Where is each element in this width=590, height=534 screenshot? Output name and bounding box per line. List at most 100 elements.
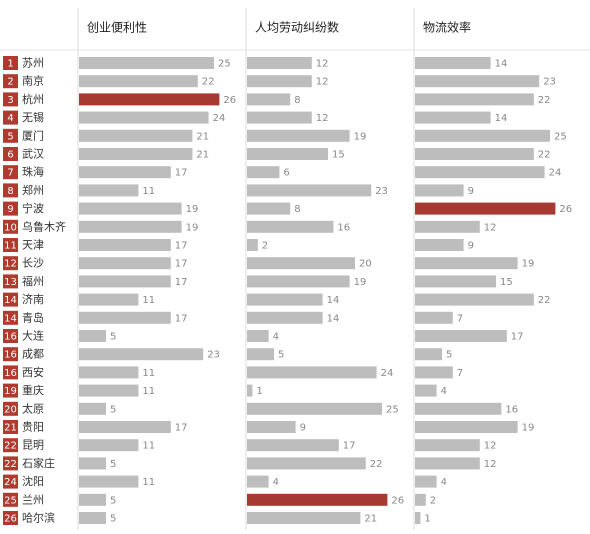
value-label: 14	[327, 295, 340, 306]
city: 济南	[22, 292, 44, 306]
value-label: 17	[511, 332, 524, 343]
rank: 7	[7, 168, 13, 179]
rank-box	[3, 310, 18, 325]
value-label: 12	[316, 59, 329, 70]
value-label: 12	[484, 441, 497, 452]
rank: 24	[4, 477, 17, 488]
value-label: 21	[196, 131, 209, 142]
bar	[79, 129, 193, 142]
value-label: 22	[202, 77, 215, 88]
rank: 14	[4, 313, 17, 324]
bar	[415, 311, 453, 324]
city: 无锡	[22, 110, 44, 124]
value-label: 2	[430, 495, 436, 506]
bar	[415, 257, 518, 270]
bar	[415, 148, 534, 160]
rank: 13	[4, 277, 17, 288]
value-label: 24	[213, 113, 226, 124]
value-label: 21	[196, 150, 209, 161]
rank-box	[3, 474, 18, 489]
bar	[247, 311, 323, 324]
rank-box	[3, 456, 18, 471]
bar	[415, 457, 480, 470]
bar	[79, 512, 106, 524]
value-label: 5	[110, 404, 116, 415]
value-label: 22	[538, 150, 551, 161]
value-label: 12	[484, 222, 497, 233]
rank: 12	[4, 259, 17, 270]
bar	[79, 148, 193, 160]
bar	[415, 275, 496, 288]
value-label: 19	[354, 277, 367, 288]
bar	[247, 275, 350, 288]
value-label: 12	[484, 459, 497, 470]
bar	[415, 421, 518, 433]
city: 南京	[22, 74, 44, 88]
bar	[415, 439, 480, 452]
value-label: 14	[495, 113, 508, 124]
rank-box	[3, 420, 18, 434]
bar	[247, 148, 328, 160]
bar	[415, 293, 534, 306]
rank-box	[3, 238, 18, 252]
value-label: 19	[522, 259, 535, 270]
value-label: 20	[359, 259, 372, 270]
bar	[415, 202, 556, 215]
value-label: 26	[223, 95, 236, 106]
bar	[415, 330, 507, 342]
bar	[247, 402, 382, 415]
bar	[415, 348, 442, 361]
value-label: 17	[343, 441, 356, 452]
rank-box	[3, 438, 18, 453]
rank-box	[3, 401, 18, 416]
bar	[247, 457, 366, 470]
value-label: 8	[294, 95, 300, 106]
rank: 8	[7, 186, 13, 197]
city: 珠海	[22, 165, 44, 179]
value-label: 23	[207, 350, 220, 361]
value-label: 9	[300, 423, 306, 434]
value-label: 19	[522, 423, 535, 434]
value-label: 5	[446, 350, 452, 361]
city: 天津	[22, 239, 44, 252]
value-label: 14	[495, 59, 508, 70]
rank: 16	[4, 350, 17, 361]
value-label: 24	[549, 168, 562, 179]
city: 兰州	[22, 493, 44, 506]
value-label: 24	[381, 368, 394, 379]
value-label: 5	[110, 459, 116, 470]
city: 西安	[22, 365, 44, 379]
bar	[79, 402, 106, 415]
value-label: 5	[110, 514, 116, 525]
rank-box	[3, 274, 18, 289]
bar	[247, 257, 355, 270]
value-label: 25	[554, 131, 567, 142]
city: 苏州	[22, 57, 44, 70]
rank: 6	[7, 150, 13, 161]
column-header: 物流效率	[423, 20, 471, 35]
bar	[415, 220, 480, 233]
bar	[247, 184, 372, 197]
value-label: 19	[354, 131, 367, 142]
rank: 3	[7, 95, 13, 106]
value-label: 9	[468, 241, 474, 252]
value-label: 1	[256, 386, 262, 397]
bar	[415, 184, 464, 197]
value-label: 23	[543, 77, 556, 88]
city: 郑州	[22, 183, 44, 197]
value-label: 11	[142, 186, 155, 197]
bar	[247, 57, 312, 69]
bar	[247, 421, 296, 433]
bar	[247, 239, 258, 251]
value-label: 17	[175, 313, 188, 324]
value-label: 19	[186, 204, 199, 215]
value-label: 21	[364, 514, 377, 525]
bar	[247, 475, 269, 488]
bar	[415, 93, 534, 106]
city: 长沙	[22, 257, 44, 270]
value-label: 15	[332, 150, 345, 161]
bar	[247, 202, 291, 215]
value-label: 16	[505, 404, 518, 415]
value-label: 9	[468, 186, 474, 197]
bar	[415, 366, 453, 379]
